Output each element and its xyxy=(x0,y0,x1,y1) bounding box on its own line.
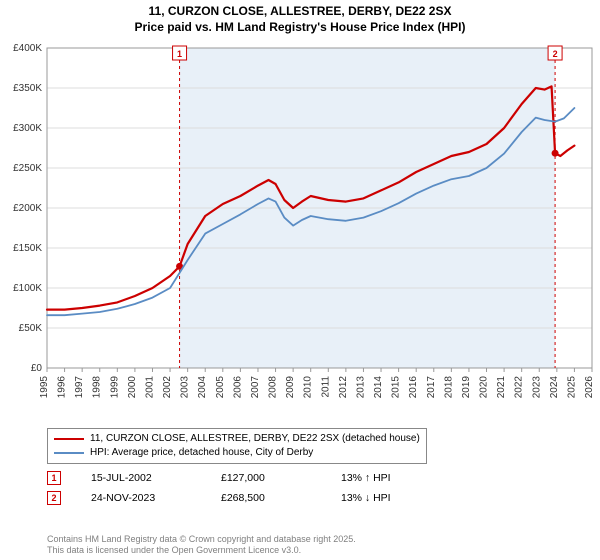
svg-text:1997: 1997 xyxy=(74,376,85,399)
svg-text:2018: 2018 xyxy=(443,376,454,399)
svg-text:2004: 2004 xyxy=(197,376,208,399)
event-row: 1 15-JUL-2002 £127,000 13% ↑ HPI xyxy=(47,470,592,486)
event-date: 15-JUL-2002 xyxy=(91,472,191,484)
svg-text:2003: 2003 xyxy=(180,376,191,399)
price-chart: £0 £50K £100K £150K £200K £250K £300K £350K £400… xyxy=(0,40,600,420)
svg-text:2022: 2022 xyxy=(514,376,525,399)
event-price: £127,000 xyxy=(221,472,311,484)
svg-text:£150K: £150K xyxy=(13,243,42,254)
legend-item-2: HPI: Average price, detached house, City… xyxy=(54,446,420,460)
event-table: 1 15-JUL-2002 £127,000 13% ↑ HPI 2 24-NOV-202… xyxy=(47,470,592,506)
footer-line-1: Contains HM Land Registry data © Crown c… xyxy=(47,534,356,545)
svg-text:2023: 2023 xyxy=(531,376,542,399)
svg-text:2021: 2021 xyxy=(496,376,507,399)
legend-label-2: HPI: Average price, detached house, City… xyxy=(90,446,313,460)
svg-text:2010: 2010 xyxy=(303,376,314,399)
svg-text:2025: 2025 xyxy=(566,376,577,399)
svg-text:2024: 2024 xyxy=(549,376,560,399)
svg-text:1: 1 xyxy=(177,49,182,59)
svg-text:£200K: £200K xyxy=(13,203,42,214)
svg-text:£400K: £400K xyxy=(13,43,42,54)
chart-title: 11, CURZON CLOSE, ALLESTREE, DERBY, DE22… xyxy=(0,0,600,35)
legend-item-1: 11, CURZON CLOSE, ALLESTREE, DERBY, DE22… xyxy=(54,432,420,446)
footer-line-2: This data is licensed under the Open Gov… xyxy=(47,545,356,556)
svg-text:£300K: £300K xyxy=(13,123,42,134)
svg-text:2002: 2002 xyxy=(162,376,173,399)
svg-text:2016: 2016 xyxy=(408,376,419,399)
event-row: 2 24-NOV-2023 £268,500 13% ↓ HPI xyxy=(47,490,592,506)
svg-text:2015: 2015 xyxy=(391,376,402,399)
title-line-2: Price paid vs. HM Land Registry's House … xyxy=(0,20,600,36)
svg-text:1998: 1998 xyxy=(92,376,103,399)
svg-text:2005: 2005 xyxy=(215,376,226,399)
svg-text:2019: 2019 xyxy=(461,376,472,399)
svg-text:2012: 2012 xyxy=(338,376,349,399)
svg-text:2: 2 xyxy=(553,49,558,59)
svg-text:£250K: £250K xyxy=(13,163,42,174)
svg-text:2020: 2020 xyxy=(479,376,490,399)
event-price: £268,500 xyxy=(221,492,311,504)
svg-text:£50K: £50K xyxy=(19,323,43,334)
title-line-1: 11, CURZON CLOSE, ALLESTREE, DERBY, DE22… xyxy=(0,4,600,20)
svg-text:2026: 2026 xyxy=(584,376,595,399)
svg-text:2007: 2007 xyxy=(250,376,261,399)
svg-text:£0: £0 xyxy=(31,363,43,374)
footer-attribution: Contains HM Land Registry data © Crown c… xyxy=(47,534,356,556)
event-marker-box: 2 xyxy=(47,491,61,505)
svg-text:2011: 2011 xyxy=(320,376,331,398)
legend-line-2 xyxy=(54,452,84,454)
svg-text:2009: 2009 xyxy=(285,376,296,399)
svg-text:£350K: £350K xyxy=(13,83,42,94)
event-delta: 13% ↓ HPI xyxy=(341,492,391,504)
svg-text:1996: 1996 xyxy=(57,376,68,399)
event-marker-box: 1 xyxy=(47,471,61,485)
svg-text:2013: 2013 xyxy=(355,376,366,399)
legend-box: 11, CURZON CLOSE, ALLESTREE, DERBY, DE22… xyxy=(47,428,427,464)
svg-text:1995: 1995 xyxy=(39,376,50,399)
event-delta: 13% ↑ HPI xyxy=(341,472,391,484)
event-date: 24-NOV-2023 xyxy=(91,492,191,504)
svg-text:2000: 2000 xyxy=(127,376,138,399)
legend-area: 11, CURZON CLOSE, ALLESTREE, DERBY, DE22… xyxy=(47,428,592,510)
svg-text:2008: 2008 xyxy=(268,376,279,399)
svg-text:£100K: £100K xyxy=(13,283,42,294)
legend-label-1: 11, CURZON CLOSE, ALLESTREE, DERBY, DE22… xyxy=(90,432,420,446)
svg-text:2017: 2017 xyxy=(426,376,437,399)
legend-line-1 xyxy=(54,438,84,441)
svg-text:1999: 1999 xyxy=(109,376,120,399)
svg-text:2006: 2006 xyxy=(232,376,243,399)
svg-text:2014: 2014 xyxy=(373,376,384,399)
svg-text:2001: 2001 xyxy=(144,376,155,399)
